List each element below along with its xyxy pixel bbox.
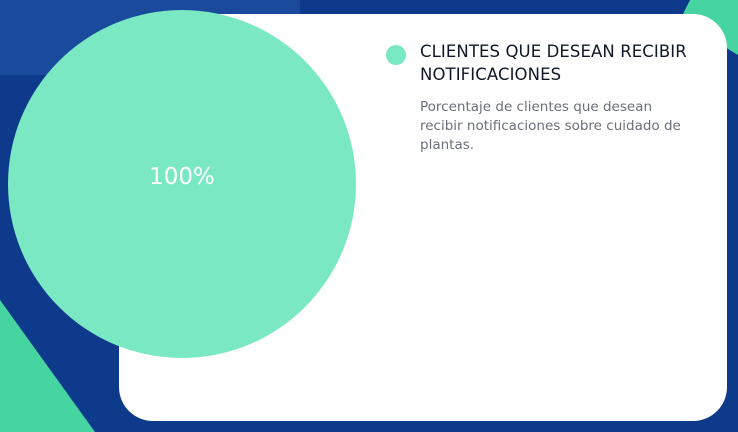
legend-title: CLIENTES QUE DESEAN RECIBIR NOTIFICACION… (420, 42, 687, 84)
legend-color-dot (386, 45, 406, 65)
legend-description: Porcentaje de clientes que desean recibi… (420, 99, 681, 153)
